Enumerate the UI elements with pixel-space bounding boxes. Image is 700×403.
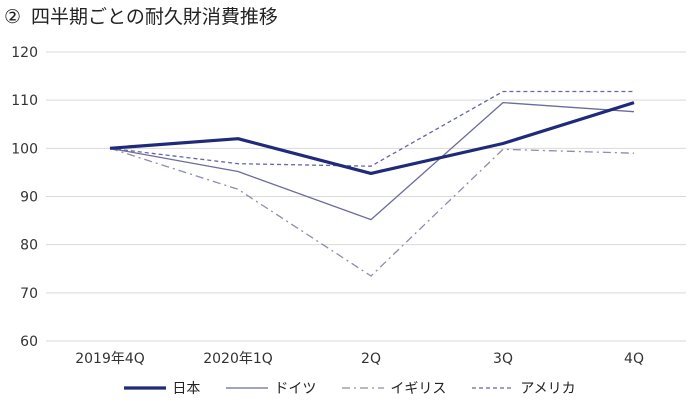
y-tick-label: 90 (20, 190, 38, 206)
legend-swatch (472, 387, 515, 389)
legend-label: 日本 (172, 381, 201, 397)
legend-item: 日本 (124, 378, 200, 398)
y-tick-label: 100 (11, 141, 38, 157)
legend-label: ドイツ (274, 381, 317, 397)
x-tick-label: 2Q (361, 351, 381, 367)
x-tick-label: 3Q (493, 351, 513, 367)
legend-swatch (342, 387, 385, 389)
series-line-ドイツ (109, 101, 635, 221)
y-tick-label: 60 (20, 334, 38, 350)
legend-item: ドイツ (226, 378, 316, 398)
legend-item: アメリカ (472, 378, 576, 398)
y-tick-label: 120 (11, 45, 38, 61)
x-axis-ticks: 2019年4Q 2020年1Q 2Q 3Q 4Q (75, 351, 644, 367)
y-tick-label: 110 (11, 93, 38, 109)
legend-label: アメリカ (520, 381, 576, 397)
x-tick-label: 4Q (624, 351, 644, 367)
chart-title: ② 四半期ごとの耐久財消費推移 (4, 2, 278, 29)
x-tick-label: 2019年4Q (75, 351, 145, 367)
series-lines (109, 90, 635, 277)
legend-item: イギリス (342, 378, 446, 398)
figure-number: ② (4, 6, 22, 28)
y-tick-label: 70 (20, 286, 38, 302)
legend-label: イギリス (390, 381, 447, 397)
x-tick-label: 2020年1Q (203, 351, 273, 367)
series-line-アメリカ (109, 90, 634, 167)
series-line-日本 (109, 101, 635, 175)
y-tick-label: 80 (20, 238, 38, 254)
legend: 日本 ドイツ イギリス アメリカ (0, 378, 700, 398)
grid-lines (46, 51, 686, 342)
legend-swatch (124, 386, 167, 390)
series-line-イギリス (109, 147, 635, 277)
y-axis-ticks: 60 70 80 90 100 110 120 (11, 45, 38, 350)
title-text: 四半期ごとの耐久財消費推移 (31, 6, 278, 28)
legend-swatch (226, 387, 269, 389)
